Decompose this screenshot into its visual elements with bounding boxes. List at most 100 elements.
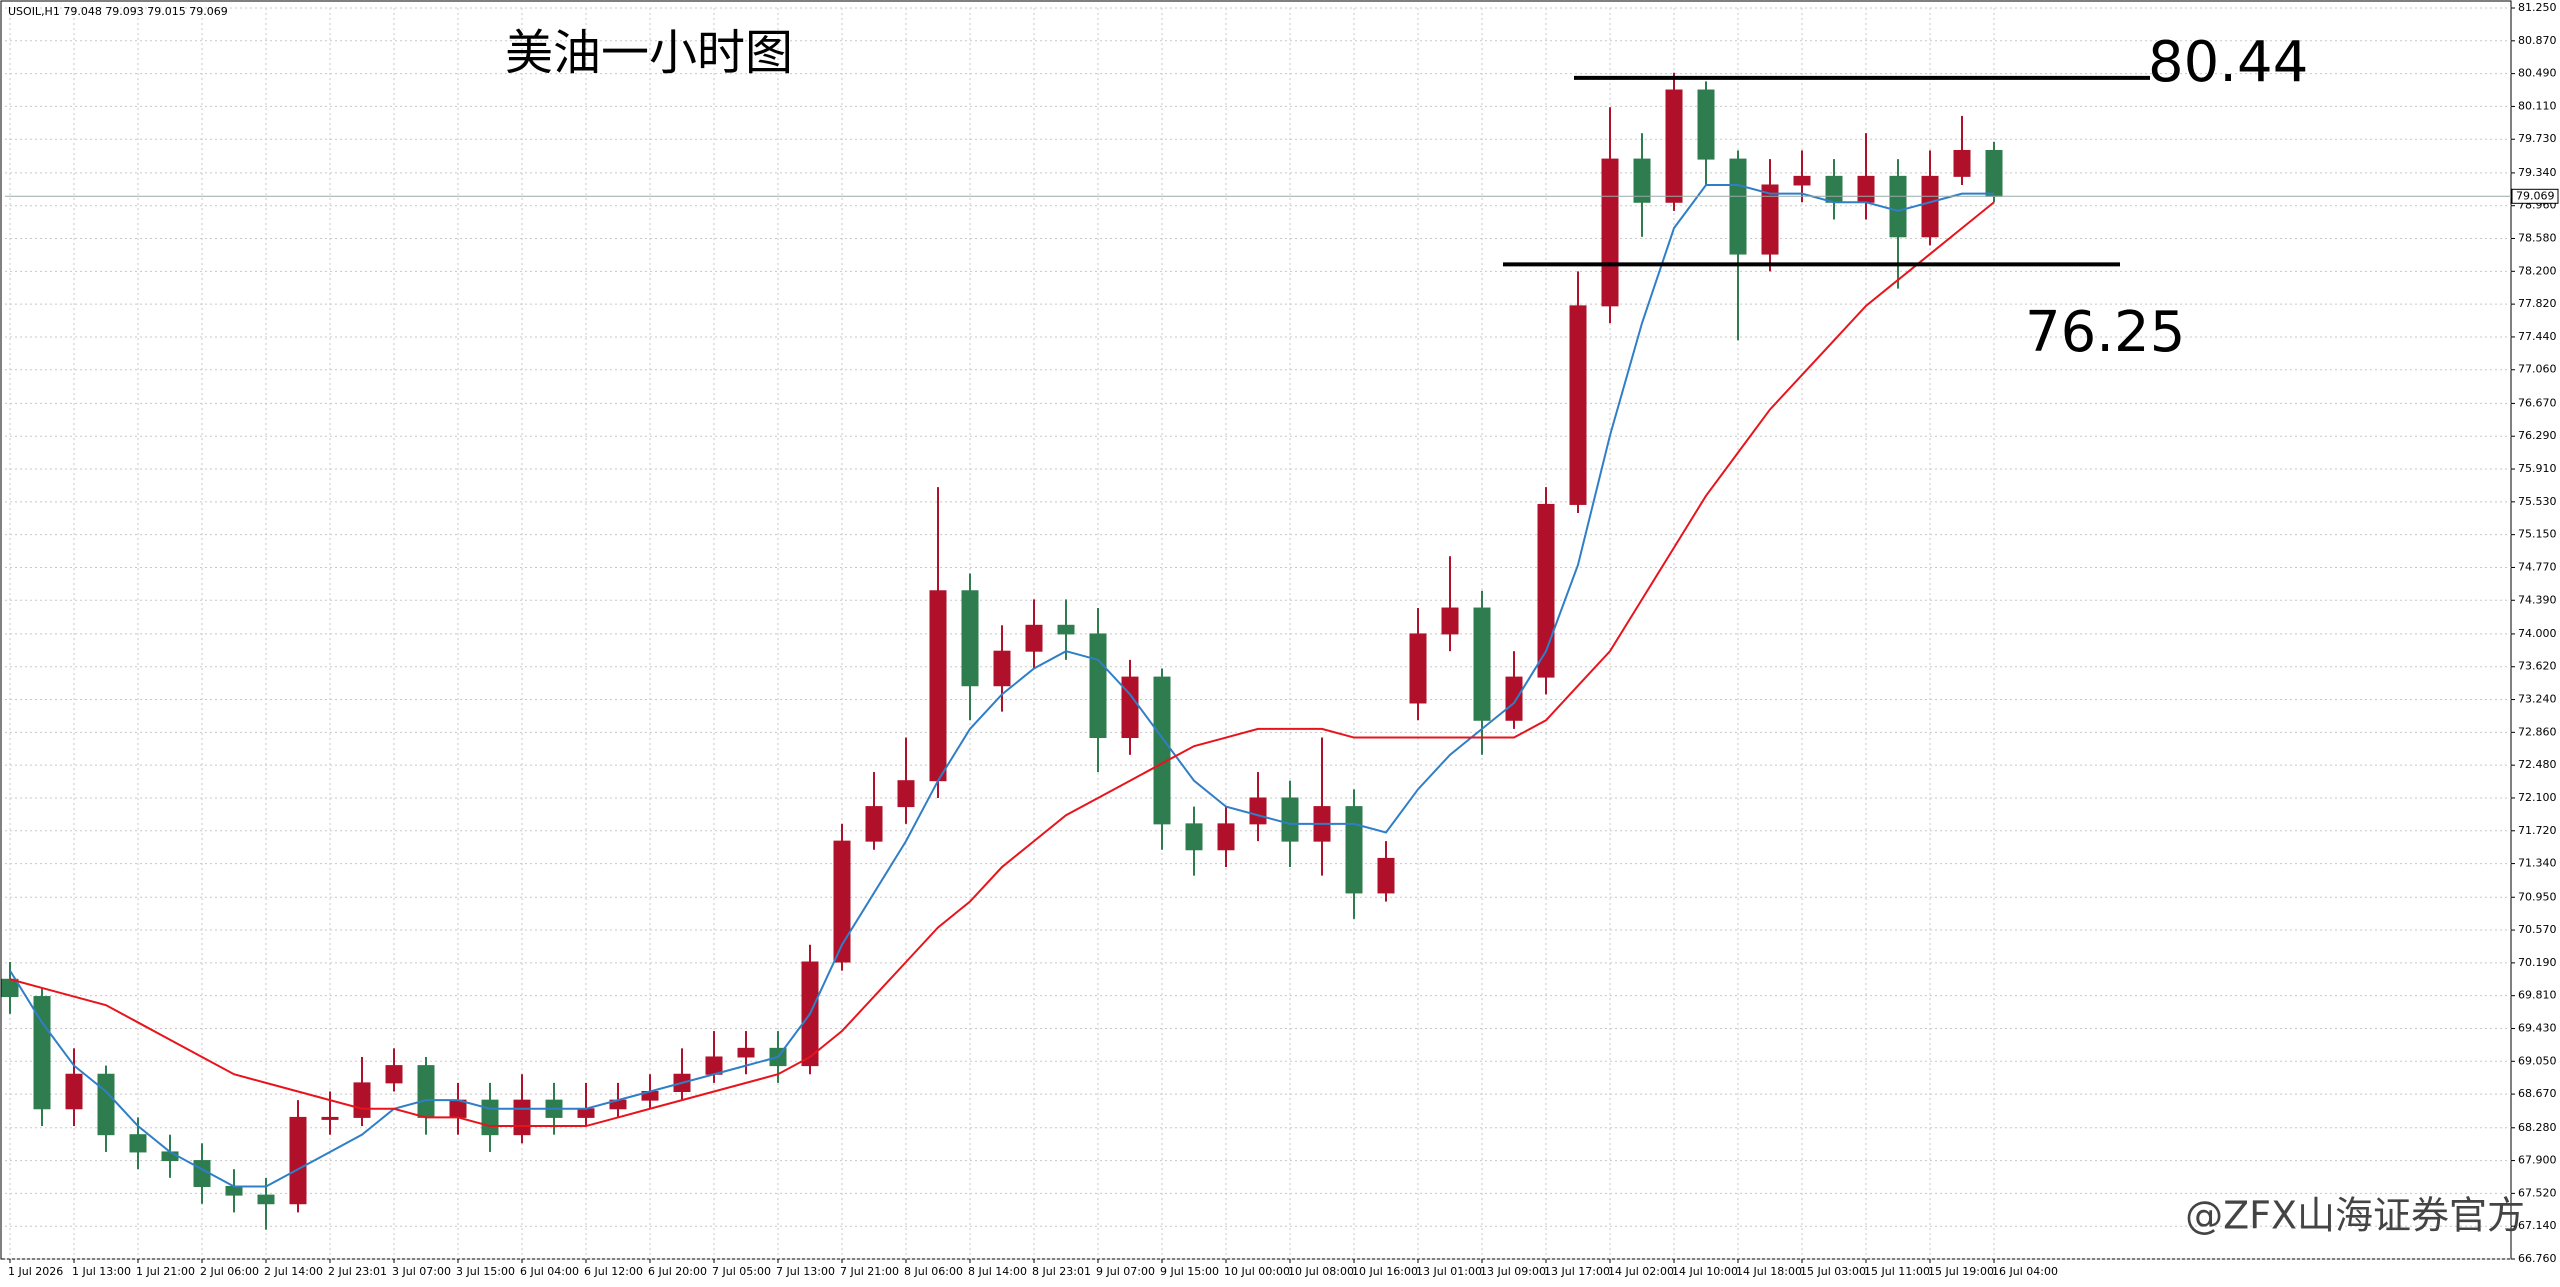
x-tick-label: 14 Jul 02:00 — [1608, 1265, 1674, 1278]
chart-title: 美油一小时图 — [505, 25, 793, 81]
candle-body — [1633, 158, 1651, 203]
x-tick-label: 3 Jul 07:00 — [392, 1265, 451, 1278]
y-tick-label: 79.730 — [2518, 132, 2557, 145]
y-tick-label: 70.570 — [2518, 923, 2557, 936]
candle-body — [417, 1065, 435, 1118]
candle-body — [1, 978, 19, 998]
candle-body — [1825, 175, 1843, 203]
moving-average-line — [9, 201, 1995, 1128]
y-tick-label: 69.050 — [2518, 1054, 2557, 1067]
candle-body — [1057, 624, 1075, 635]
x-tick-label: 10 Jul 08:00 — [1288, 1265, 1354, 1278]
y-tick-label: 80.870 — [2518, 34, 2557, 47]
y-tick-label: 66.760 — [2518, 1252, 2557, 1265]
candle-body — [1569, 305, 1587, 505]
candle-body — [1121, 676, 1139, 739]
x-tick-label: 9 Jul 15:00 — [1160, 1265, 1219, 1278]
candle-body — [1889, 175, 1907, 238]
candle-body — [577, 1108, 595, 1118]
x-tick-label: 1 Jul 21:00 — [136, 1265, 195, 1278]
candle-body — [97, 1073, 115, 1136]
y-tick-label: 78.200 — [2518, 264, 2557, 277]
candle-body — [385, 1065, 403, 1084]
candle-body — [129, 1134, 147, 1153]
y-tick-label: 67.140 — [2518, 1219, 2557, 1232]
y-tick-label: 68.670 — [2518, 1087, 2557, 1100]
x-tick-label: 10 Jul 16:00 — [1352, 1265, 1418, 1278]
y-tick-label: 70.190 — [2518, 956, 2557, 969]
candle-body — [1249, 797, 1267, 825]
candle-body — [1921, 175, 1939, 238]
y-tick-label: 79.340 — [2518, 166, 2557, 179]
candle-body — [33, 996, 51, 1110]
y-tick-label: 77.060 — [2518, 363, 2557, 376]
y-tick-label: 71.720 — [2518, 824, 2557, 837]
y-tick-label: 69.430 — [2518, 1021, 2557, 1034]
candle-body — [993, 650, 1011, 687]
x-tick-label: 9 Jul 07:00 — [1096, 1265, 1155, 1278]
candle-body — [1729, 158, 1747, 255]
last-price-box — [2511, 188, 2559, 204]
candle-body — [225, 1185, 243, 1196]
x-tick-label: 1 Jul 13:00 — [72, 1265, 131, 1278]
candle-body — [161, 1151, 179, 1162]
y-tick-label: 77.440 — [2518, 330, 2557, 343]
y-tick-label: 73.620 — [2518, 660, 2557, 673]
candle-body — [1793, 175, 1811, 186]
candle-body — [1345, 806, 1363, 894]
x-tick-label: 8 Jul 23:01 — [1032, 1265, 1091, 1278]
candle-body — [897, 780, 915, 808]
candle-body — [1089, 633, 1107, 739]
candle-body — [1601, 158, 1619, 307]
y-tick-label: 81.250 — [2518, 1, 2557, 14]
candle-body — [1537, 503, 1555, 678]
candle-body — [961, 590, 979, 687]
x-tick-label: 13 Jul 01:00 — [1416, 1265, 1482, 1278]
x-tick-label: 2 Jul 06:00 — [200, 1265, 259, 1278]
plot-frame — [0, 0, 2512, 1260]
y-tick-label: 80.490 — [2518, 67, 2557, 80]
x-tick-label: 14 Jul 18:00 — [1736, 1265, 1802, 1278]
level-annotation: 80.44 — [2148, 30, 2308, 95]
candle-body — [1281, 797, 1299, 842]
candle-body — [1761, 184, 1779, 255]
x-tick-label: 2 Jul 14:00 — [264, 1265, 323, 1278]
x-tick-label: 7 Jul 13:00 — [776, 1265, 835, 1278]
level-annotation: 76.25 — [2025, 300, 2185, 365]
y-tick-label: 70.950 — [2518, 890, 2557, 903]
y-tick-label: 72.860 — [2518, 725, 2557, 738]
x-tick-label: 8 Jul 14:00 — [968, 1265, 1027, 1278]
candle-body — [737, 1047, 755, 1058]
x-tick-label: 13 Jul 17:00 — [1544, 1265, 1610, 1278]
candle-body — [65, 1073, 83, 1110]
candle-body — [257, 1194, 275, 1205]
candle-body — [481, 1099, 499, 1136]
candle-body — [1377, 857, 1395, 894]
y-tick-label: 76.290 — [2518, 429, 2557, 442]
x-tick-label: 7 Jul 21:00 — [840, 1265, 899, 1278]
x-tick-label: 6 Jul 12:00 — [584, 1265, 643, 1278]
candle-body — [1153, 676, 1171, 825]
header: USOIL,H1 79.048 79.093 79.015 79.069 — [8, 5, 228, 18]
y-tick-label: 68.280 — [2518, 1121, 2557, 1134]
y-tick-label: 67.900 — [2518, 1154, 2557, 1167]
candle-body — [1473, 607, 1491, 721]
candle-body — [1185, 823, 1203, 851]
x-tick-label: 13 Jul 09:00 — [1480, 1265, 1546, 1278]
y-tick-label: 69.810 — [2518, 989, 2557, 1002]
y-tick-label: 76.670 — [2518, 396, 2557, 409]
y-tick-label: 74.000 — [2518, 627, 2557, 640]
y-tick-label: 75.150 — [2518, 528, 2557, 541]
candle-body — [865, 806, 883, 842]
y-tick-label: 72.480 — [2518, 758, 2557, 771]
moving-average-line — [9, 183, 1994, 1188]
y-tick-label: 77.820 — [2518, 297, 2557, 310]
last-price-label: 79.069 — [2516, 189, 2555, 202]
candle-body — [1409, 633, 1427, 704]
x-tick-label: 2 Jul 23:01 — [328, 1265, 387, 1278]
x-tick-label: 10 Jul 00:00 — [1224, 1265, 1290, 1278]
candle-body — [449, 1099, 467, 1118]
x-tick-label: 14 Jul 10:00 — [1672, 1265, 1738, 1278]
candle-body — [1441, 607, 1459, 635]
